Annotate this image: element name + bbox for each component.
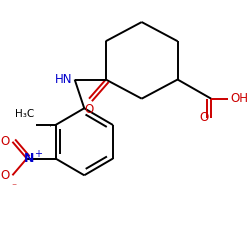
Text: H₃C: H₃C bbox=[15, 109, 34, 119]
Text: O: O bbox=[1, 169, 10, 182]
Text: ⁻: ⁻ bbox=[11, 182, 16, 192]
Text: N: N bbox=[24, 152, 34, 165]
Text: O: O bbox=[200, 111, 209, 124]
Text: O: O bbox=[1, 135, 10, 148]
Text: OH: OH bbox=[230, 92, 248, 105]
Text: HN: HN bbox=[55, 73, 72, 86]
Text: O: O bbox=[84, 104, 94, 117]
Text: M: M bbox=[50, 126, 51, 127]
Text: +: + bbox=[34, 149, 42, 159]
